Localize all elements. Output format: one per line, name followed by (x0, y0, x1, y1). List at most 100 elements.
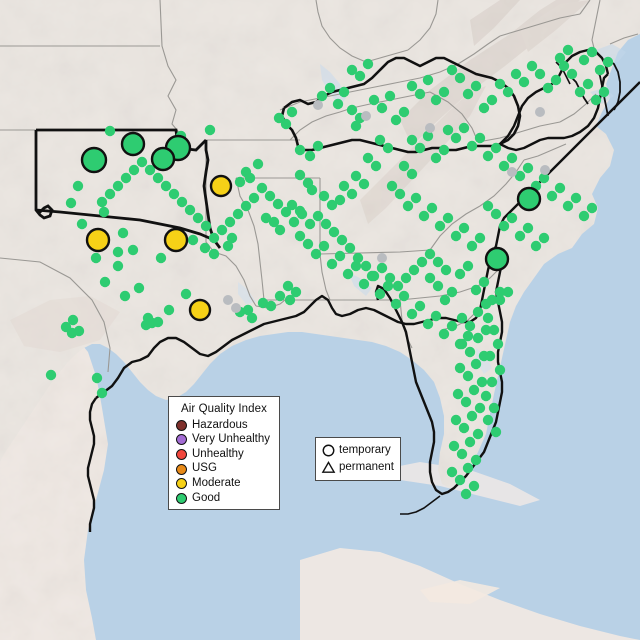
station-marker-permanent[interactable] (538, 232, 550, 244)
station-marker-permanent[interactable] (284, 294, 296, 306)
station-marker-permanent[interactable] (316, 90, 328, 102)
station-marker-permanent[interactable] (502, 86, 514, 98)
station-marker-permanent[interactable] (370, 160, 382, 172)
station-marker-permanent[interactable] (332, 98, 344, 110)
station-marker-permanent[interactable] (354, 70, 366, 82)
station-marker-permanent[interactable] (442, 212, 454, 224)
station-marker-permanent[interactable] (358, 278, 370, 290)
station-marker-permanent[interactable] (390, 114, 402, 126)
station-marker-permanent[interactable] (414, 88, 426, 100)
station-marker-permanent[interactable] (342, 268, 354, 280)
station-marker-permanent[interactable] (472, 332, 484, 344)
station-marker-permanent[interactable] (438, 144, 450, 156)
station-marker-permanent[interactable] (312, 140, 324, 152)
station-marker-permanent[interactable] (454, 72, 466, 84)
station-marker-permanent[interactable] (382, 142, 394, 154)
station-marker-permanent[interactable] (474, 402, 486, 414)
station-marker-permanent[interactable] (490, 142, 502, 154)
station-marker-permanent[interactable] (470, 284, 482, 296)
aqi-legend-item-usg[interactable]: USG (176, 462, 272, 477)
station-marker-permanent[interactable] (294, 230, 306, 242)
station-marker-permanent[interactable] (374, 134, 386, 146)
station-marker-permanent[interactable] (338, 180, 350, 192)
station-marker-permanent[interactable] (450, 230, 462, 242)
station-marker-permanent[interactable] (208, 232, 220, 244)
station-marker-permanent[interactable] (302, 238, 314, 250)
station-marker-permanent[interactable] (506, 152, 518, 164)
station-marker-temporary[interactable] (120, 131, 146, 157)
station-marker-permanent[interactable] (273, 112, 285, 124)
station-marker-permanent[interactable] (408, 264, 420, 276)
station-marker-permanent[interactable] (482, 414, 494, 426)
station-marker-permanent[interactable] (104, 125, 116, 137)
station-marker-permanent[interactable] (458, 122, 470, 134)
station-marker-permanent[interactable] (480, 298, 492, 310)
station-marker-permanent[interactable] (242, 304, 254, 316)
station-marker-permanent[interactable] (430, 310, 442, 322)
station-marker-permanent[interactable] (439, 294, 451, 306)
temporary-stations-layer[interactable] (80, 131, 542, 322)
station-marker-permanent[interactable] (562, 200, 574, 212)
station-marker-permanent[interactable] (390, 298, 402, 310)
station-marker-permanent[interactable] (200, 220, 212, 232)
station-marker-permanent[interactable] (482, 150, 494, 162)
station-marker-permanent[interactable] (446, 64, 458, 76)
station-marker-permanent[interactable] (282, 280, 294, 292)
station-marker-permanent[interactable] (234, 176, 246, 188)
station-marker-permanent[interactable] (246, 312, 258, 324)
aqi-legend[interactable]: Air Quality Index Hazardous Very Unhealth… (168, 396, 280, 510)
station-marker-permanent[interactable] (160, 180, 172, 192)
station-marker-permanent[interactable] (346, 188, 358, 200)
station-marker-permanent[interactable] (257, 297, 269, 309)
station-marker-permanent[interactable] (320, 218, 332, 230)
station-marker-permanent[interactable] (546, 190, 558, 202)
station-marker-permanent[interactable] (286, 199, 298, 211)
station-marker-permanent[interactable] (442, 124, 454, 136)
station-marker-permanent[interactable] (594, 64, 606, 76)
station-marker-permanent[interactable] (458, 222, 470, 234)
station-marker-permanent[interactable] (590, 94, 602, 106)
station-marker-permanent[interactable] (422, 74, 434, 86)
station-marker-permanent[interactable] (104, 188, 116, 200)
station-marker-permanent[interactable] (304, 150, 316, 162)
permanent-stations-good-layer[interactable] (45, 44, 614, 500)
station-marker-permanent[interactable] (460, 396, 472, 408)
station-marker-permanent[interactable] (216, 224, 228, 236)
station-marker-permanent[interactable] (454, 268, 466, 280)
station-marker-permanent[interactable] (306, 184, 318, 196)
station-marker-permanent[interactable] (598, 86, 610, 98)
station-marker-permanent[interactable] (456, 448, 468, 460)
station-marker-permanent[interactable] (374, 288, 386, 300)
station-marker-permanent[interactable] (290, 286, 302, 298)
station-marker-permanent[interactable] (65, 197, 77, 209)
station-marker-permanent[interactable] (406, 134, 418, 146)
station-marker-permanent[interactable] (452, 388, 464, 400)
station-marker-permanent[interactable] (526, 60, 538, 72)
station-marker-permanent[interactable] (414, 300, 426, 312)
station-marker-permanent[interactable] (294, 169, 306, 181)
station-marker-permanent[interactable] (334, 194, 346, 206)
station-marker-temporary[interactable] (516, 186, 542, 212)
station-marker-permanent[interactable] (265, 300, 277, 312)
station-marker-permanent[interactable] (494, 78, 506, 90)
station-marker-permanent[interactable] (462, 88, 474, 100)
station-marker-permanent[interactable] (582, 78, 594, 90)
aqi-legend-item-very-unhealthy[interactable]: Very Unhealthy (176, 433, 272, 448)
station-marker-permanent[interactable] (458, 422, 470, 434)
station-marker-permanent[interactable] (514, 170, 526, 182)
station-marker-permanent[interactable] (578, 210, 590, 222)
station-marker-permanent[interactable] (99, 276, 111, 288)
station-marker-permanent[interactable] (422, 318, 434, 330)
station-marker-permanent[interactable] (45, 369, 57, 381)
station-marker-permanent[interactable] (494, 294, 506, 306)
station-marker-permanent[interactable] (336, 234, 348, 246)
station-marker-permanent[interactable] (486, 376, 498, 388)
station-marker-no-data[interactable] (507, 167, 517, 177)
station-marker-permanent[interactable] (274, 224, 286, 236)
station-marker-permanent[interactable] (392, 280, 404, 292)
station-marker-permanent[interactable] (462, 260, 474, 272)
station-marker-permanent[interactable] (112, 260, 124, 272)
station-marker-permanent[interactable] (346, 104, 358, 116)
station-marker-permanent[interactable] (470, 454, 482, 466)
